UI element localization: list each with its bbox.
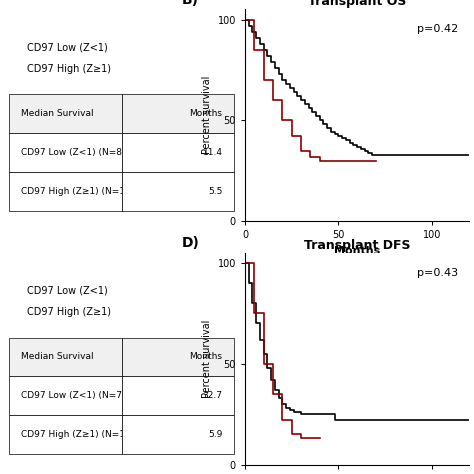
Text: CD97 Low (Z<1): CD97 Low (Z<1) — [27, 43, 108, 53]
Text: D): D) — [182, 236, 200, 250]
Text: CD97 High (Z≥1): CD97 High (Z≥1) — [27, 307, 111, 317]
Y-axis label: Percent survival: Percent survival — [202, 319, 212, 398]
X-axis label: Months: Months — [334, 246, 380, 255]
Y-axis label: Percent survival: Percent survival — [202, 76, 212, 155]
Title: Transplant DFS: Transplant DFS — [304, 239, 410, 252]
Text: CD97 Low (Z<1): CD97 Low (Z<1) — [27, 286, 108, 296]
Text: p=0.42: p=0.42 — [417, 24, 458, 34]
Text: CD97 High (Z≥1): CD97 High (Z≥1) — [27, 64, 111, 74]
Text: B): B) — [182, 0, 199, 7]
Title: Transplant OS: Transplant OS — [308, 0, 406, 9]
Text: p=0.43: p=0.43 — [417, 268, 458, 278]
